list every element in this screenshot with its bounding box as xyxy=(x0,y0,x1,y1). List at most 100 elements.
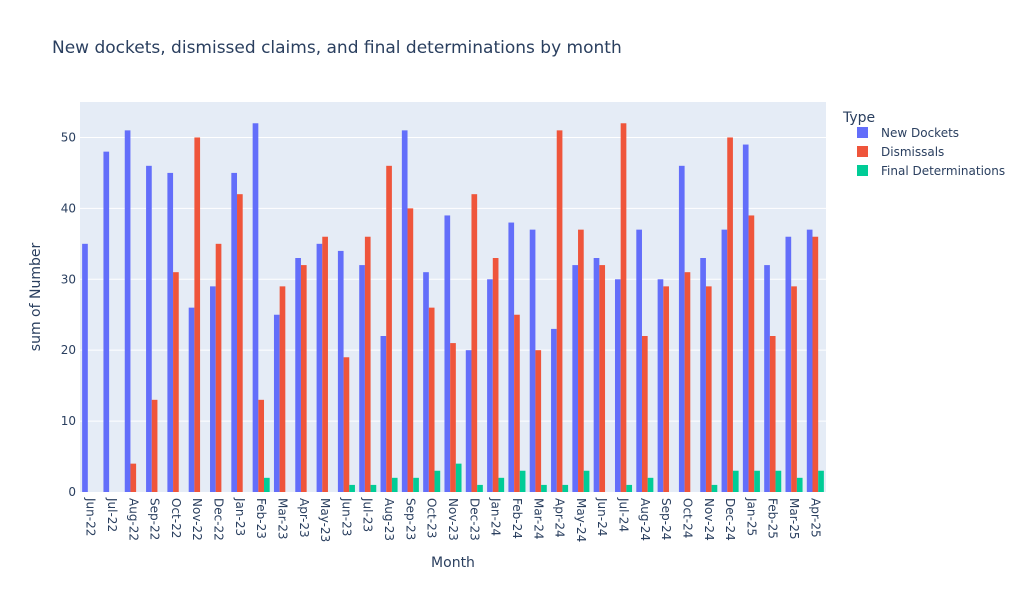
bar-final-determinations xyxy=(562,484,569,492)
x-tick-label: Apr-24 xyxy=(553,498,567,538)
x-tick-label: Mar-25 xyxy=(787,498,801,539)
x-tick-label: Aug-23 xyxy=(382,498,396,541)
bar-new-dockets xyxy=(273,314,280,492)
bar-final-determinations xyxy=(647,477,654,492)
x-tick-label: Mar-23 xyxy=(275,498,289,539)
bar-dismissals xyxy=(791,286,797,492)
bar-new-dockets xyxy=(785,236,792,492)
bars xyxy=(82,123,824,493)
bar-final-determinations xyxy=(413,477,419,492)
bar-new-dockets xyxy=(316,243,323,492)
x-tick-label: Apr-25 xyxy=(808,498,822,538)
x-tick-label: Jun-22 xyxy=(84,497,98,536)
bar-dismissals xyxy=(535,350,542,492)
bar-final-determinations xyxy=(775,470,782,492)
bar-new-dockets xyxy=(487,279,493,492)
bar-dismissals xyxy=(194,137,201,492)
x-axis-ticks: Jun-22 Jul-22 Aug-22 Sep-22 Oct-22 Nov-22 Dec-… xyxy=(84,497,823,542)
bar-new-dockets xyxy=(423,272,429,492)
bar-dismissals xyxy=(343,357,350,492)
bar-new-dockets xyxy=(337,250,344,492)
bar-dismissals xyxy=(620,123,627,493)
y-tick-label: 50 xyxy=(61,130,76,144)
bar-new-dockets xyxy=(806,229,813,492)
y-tick-label: 20 xyxy=(61,343,76,357)
bar-dismissals xyxy=(279,286,286,492)
bar-dismissals xyxy=(705,286,712,492)
bar-dismissals xyxy=(556,130,563,493)
x-tick-label: Oct-22 xyxy=(169,498,183,538)
bar-dismissals xyxy=(471,194,478,492)
bar-new-dockets xyxy=(657,279,664,492)
x-tick-label: Jul-24 xyxy=(617,497,631,532)
legend-item-label: New Dockets xyxy=(881,126,959,140)
bar-final-determinations xyxy=(477,484,483,492)
y-tick-label: 0 xyxy=(68,485,76,499)
x-tick-label: Jun-24 xyxy=(595,497,609,536)
bar-new-dockets xyxy=(188,307,195,492)
x-tick-label: Jan-24 xyxy=(489,497,503,536)
bar-final-determinations xyxy=(349,484,355,492)
bar-dismissals xyxy=(663,286,669,492)
bar-dismissals xyxy=(748,215,755,492)
bar-new-dockets xyxy=(636,229,642,492)
y-tick-label: 40 xyxy=(61,201,76,215)
bar-new-dockets xyxy=(380,336,387,492)
x-tick-label: May-23 xyxy=(318,498,332,542)
bar-final-determinations xyxy=(796,477,803,492)
x-tick-label: Dec-22 xyxy=(212,498,226,541)
bar-dismissals xyxy=(428,307,435,492)
bar-new-dockets xyxy=(82,243,88,492)
bar-new-dockets xyxy=(103,151,110,492)
bar-dismissals xyxy=(641,336,648,492)
bar-final-determinations xyxy=(391,477,398,492)
x-tick-label: Dec-23 xyxy=(467,498,481,541)
bar-dismissals xyxy=(237,194,243,492)
bar-dismissals xyxy=(492,258,499,492)
x-tick-label: Feb-24 xyxy=(510,498,524,539)
bar-final-determinations xyxy=(541,484,547,492)
bar-new-dockets xyxy=(721,229,728,492)
bar-final-determinations xyxy=(370,484,377,492)
bar-dismissals xyxy=(769,336,776,492)
x-tick-label: Jul-22 xyxy=(105,497,119,532)
legend-swatch xyxy=(857,165,868,176)
bar-new-dockets xyxy=(508,222,515,493)
bar-dismissals xyxy=(130,463,137,492)
bar-new-dockets xyxy=(124,130,131,493)
x-tick-label: Apr-23 xyxy=(297,498,311,538)
bar-dismissals xyxy=(364,236,371,492)
bar-new-dockets xyxy=(465,350,472,492)
bar-final-determinations xyxy=(583,470,590,492)
legend-item-label: Dismissals xyxy=(881,145,944,159)
bar-new-dockets xyxy=(146,165,152,492)
x-tick-label: Feb-23 xyxy=(254,498,268,539)
bar-new-dockets xyxy=(231,172,238,492)
x-tick-label: Nov-24 xyxy=(702,498,716,541)
bar-dismissals xyxy=(151,399,158,492)
bar-new-dockets xyxy=(742,144,749,493)
x-tick-label: Feb-25 xyxy=(766,498,780,539)
bar-new-dockets xyxy=(700,258,706,492)
x-tick-label: Oct-24 xyxy=(680,498,694,538)
bar-final-determinations xyxy=(711,484,718,492)
bar-dismissals xyxy=(386,165,392,492)
x-tick-label: Sep-23 xyxy=(403,498,417,540)
x-tick-label: Aug-24 xyxy=(638,498,652,541)
bar-new-dockets xyxy=(252,123,259,493)
x-tick-label: Jan-25 xyxy=(744,497,758,536)
bar-dismissals xyxy=(812,236,819,492)
bar-final-determinations xyxy=(455,463,462,492)
bar-new-dockets xyxy=(295,258,301,492)
bar-final-determinations xyxy=(519,470,526,492)
legend-swatch xyxy=(857,146,868,157)
x-tick-label: Sep-24 xyxy=(659,498,673,540)
bar-new-dockets xyxy=(764,265,770,492)
y-tick-label: 30 xyxy=(61,272,76,286)
bar-dismissals xyxy=(322,236,328,492)
x-tick-label: Nov-22 xyxy=(190,498,204,541)
bar-new-dockets xyxy=(167,172,174,492)
bar-final-determinations xyxy=(732,470,739,492)
bar-dismissals xyxy=(300,265,307,492)
bar-final-determinations xyxy=(818,470,824,492)
